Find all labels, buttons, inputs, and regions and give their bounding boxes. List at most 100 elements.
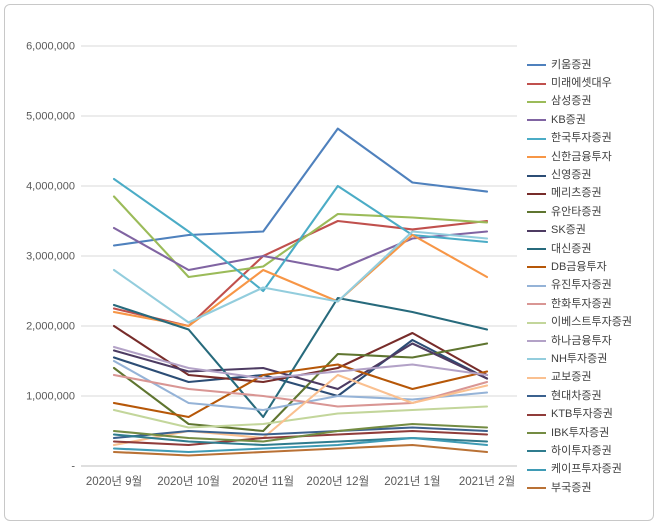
- legend-item: 케이프투자증권: [527, 461, 659, 479]
- legend-item: 부국증권: [527, 479, 659, 497]
- legend-swatch-icon: [527, 137, 546, 140]
- x-axis-tick-label: 2020년 11월: [232, 475, 294, 488]
- line-chart-plot: - 1,000,000 2,000,000 3,000,000 4,000,000 5,0…: [26, 41, 517, 488]
- series-line-한국투자증권: [112, 177, 489, 293]
- legend-item: SK증권: [527, 222, 659, 240]
- legend-item: 하나금융투자: [527, 332, 659, 350]
- legend-item: 미래에셋대우: [527, 74, 659, 92]
- legend-label: 한국투자증권: [551, 132, 612, 145]
- legend-swatch-icon: [527, 192, 546, 195]
- legend-label: 신한금융투자: [551, 150, 612, 163]
- legend-item: 신영증권: [527, 166, 659, 184]
- legend-label: IBK투자증권: [551, 426, 610, 439]
- series-line-유진투자증권: [112, 359, 489, 412]
- legend-item: 메리츠증권: [527, 185, 659, 203]
- legend-swatch-icon: [527, 156, 546, 159]
- y-axis-tick-label: 5,000,000: [26, 111, 75, 123]
- legend-swatch-icon: [527, 174, 546, 177]
- x-axis-tick-label: 2020년 9월: [86, 475, 142, 488]
- legend-label: DB금융투자: [551, 260, 607, 273]
- series-line-하나금융투자: [112, 345, 489, 380]
- legend-swatch-icon: [527, 211, 546, 214]
- y-axis-tick-label: 3,000,000: [26, 251, 75, 263]
- legend-label: 케이프투자증권: [551, 463, 622, 476]
- legend-swatch-icon: [527, 100, 546, 103]
- legend-label: 한화투자증권: [551, 297, 612, 310]
- legend-label: 미래에셋대우: [551, 77, 612, 90]
- legend-swatch-icon: [527, 340, 546, 343]
- legend-item: 유진투자증권: [527, 277, 659, 295]
- legend-item: DB금융투자: [527, 258, 659, 276]
- legend-label: 키움증권: [551, 58, 592, 71]
- legend-label: 삼성증권: [551, 95, 592, 108]
- legend-item: 유안타증권: [527, 203, 659, 221]
- series-line-한화투자증권: [112, 373, 489, 408]
- legend-label: 유진투자증권: [551, 279, 612, 292]
- legend-swatch-icon: [527, 358, 546, 361]
- legend-label: NH투자증권: [551, 352, 608, 365]
- legend-swatch-icon: [527, 432, 546, 434]
- legend-item: 한화투자증권: [527, 295, 659, 313]
- x-axis-tick-label: 2020년 12월: [306, 475, 369, 488]
- legend-item: KB증권: [527, 111, 659, 129]
- y-axis-tick-label: -: [71, 461, 75, 473]
- legend-swatch-icon: [527, 284, 546, 287]
- y-axis-tick-label: 6,000,000: [26, 41, 75, 53]
- legend-swatch-icon: [527, 468, 546, 471]
- legend-swatch-icon: [527, 395, 546, 398]
- legend-label: 하나금융투자: [551, 334, 612, 347]
- legend-item: 이베스트투자증권: [527, 313, 659, 331]
- legend-label: SK증권: [551, 224, 586, 237]
- legend-label: 하이투자증권: [551, 444, 612, 457]
- legend-swatch-icon: [527, 376, 546, 379]
- legend-item: 교보증권: [527, 369, 659, 387]
- legend-swatch-icon: [527, 82, 546, 85]
- legend-swatch-icon: [527, 450, 546, 453]
- series-line-SK증권: [112, 342, 489, 391]
- chart-container: - 1,000,000 2,000,000 3,000,000 4,000,000 5,0…: [4, 4, 654, 521]
- x-axis-tick-label: 2021년 1월: [384, 475, 440, 488]
- legend-item: 현대차증권: [527, 387, 659, 405]
- legend-item: 한국투자증권: [527, 130, 659, 148]
- legend-label: 현대차증권: [551, 389, 602, 402]
- legend-label: 교보증권: [551, 371, 592, 384]
- legend-item: IBK투자증권: [527, 424, 659, 442]
- series-line-신영증권: [112, 338, 489, 398]
- y-axis-tick-label: 4,000,000: [26, 181, 75, 193]
- legend-item: 신한금융투자: [527, 148, 659, 166]
- series-line-현대차증권: [112, 426, 489, 440]
- legend-item: 키움증권: [527, 56, 659, 74]
- legend-label: 신영증권: [551, 169, 592, 182]
- series-line-케이프투자증권: [112, 436, 489, 454]
- series-line-이베스트투자증권: [112, 405, 489, 429]
- legend-label: 유안타증권: [551, 205, 602, 218]
- legend-item: 삼성증권: [527, 93, 659, 111]
- series-line-교보증권: [112, 373, 489, 447]
- legend-label: 이베스트투자증권: [551, 316, 632, 329]
- series-line-키움증권: [112, 127, 489, 247]
- legend-swatch-icon: [527, 229, 546, 232]
- series-line-부국증권: [112, 443, 489, 457]
- legend-swatch-icon: [527, 266, 546, 269]
- series-line-KB증권: [112, 226, 489, 272]
- series-line-대신증권: [112, 296, 489, 419]
- series-line-NH투자증권: [112, 230, 489, 324]
- legend-item: 대신증권: [527, 240, 659, 258]
- series-line-IBK투자증권: [112, 422, 489, 443]
- y-axis-tick-label: 1,000,000: [26, 391, 75, 403]
- legend-item: NH투자증권: [527, 350, 659, 368]
- legend-swatch-icon: [527, 487, 546, 490]
- x-axis-tick-label: 2020년 10월: [157, 475, 220, 488]
- legend-label: 대신증권: [551, 242, 592, 255]
- legend-swatch-icon: [527, 64, 546, 67]
- legend-item: 하이투자증권: [527, 442, 659, 460]
- legend-swatch-icon: [527, 413, 546, 416]
- legend-label: 부국증권: [551, 481, 592, 494]
- series-line-신한금융투자: [112, 233, 489, 328]
- legend-swatch-icon: [527, 321, 546, 324]
- x-axis-tick-label: 2021년 2월: [459, 475, 515, 488]
- legend-swatch-icon: [527, 303, 546, 306]
- legend-swatch-icon: [527, 248, 546, 251]
